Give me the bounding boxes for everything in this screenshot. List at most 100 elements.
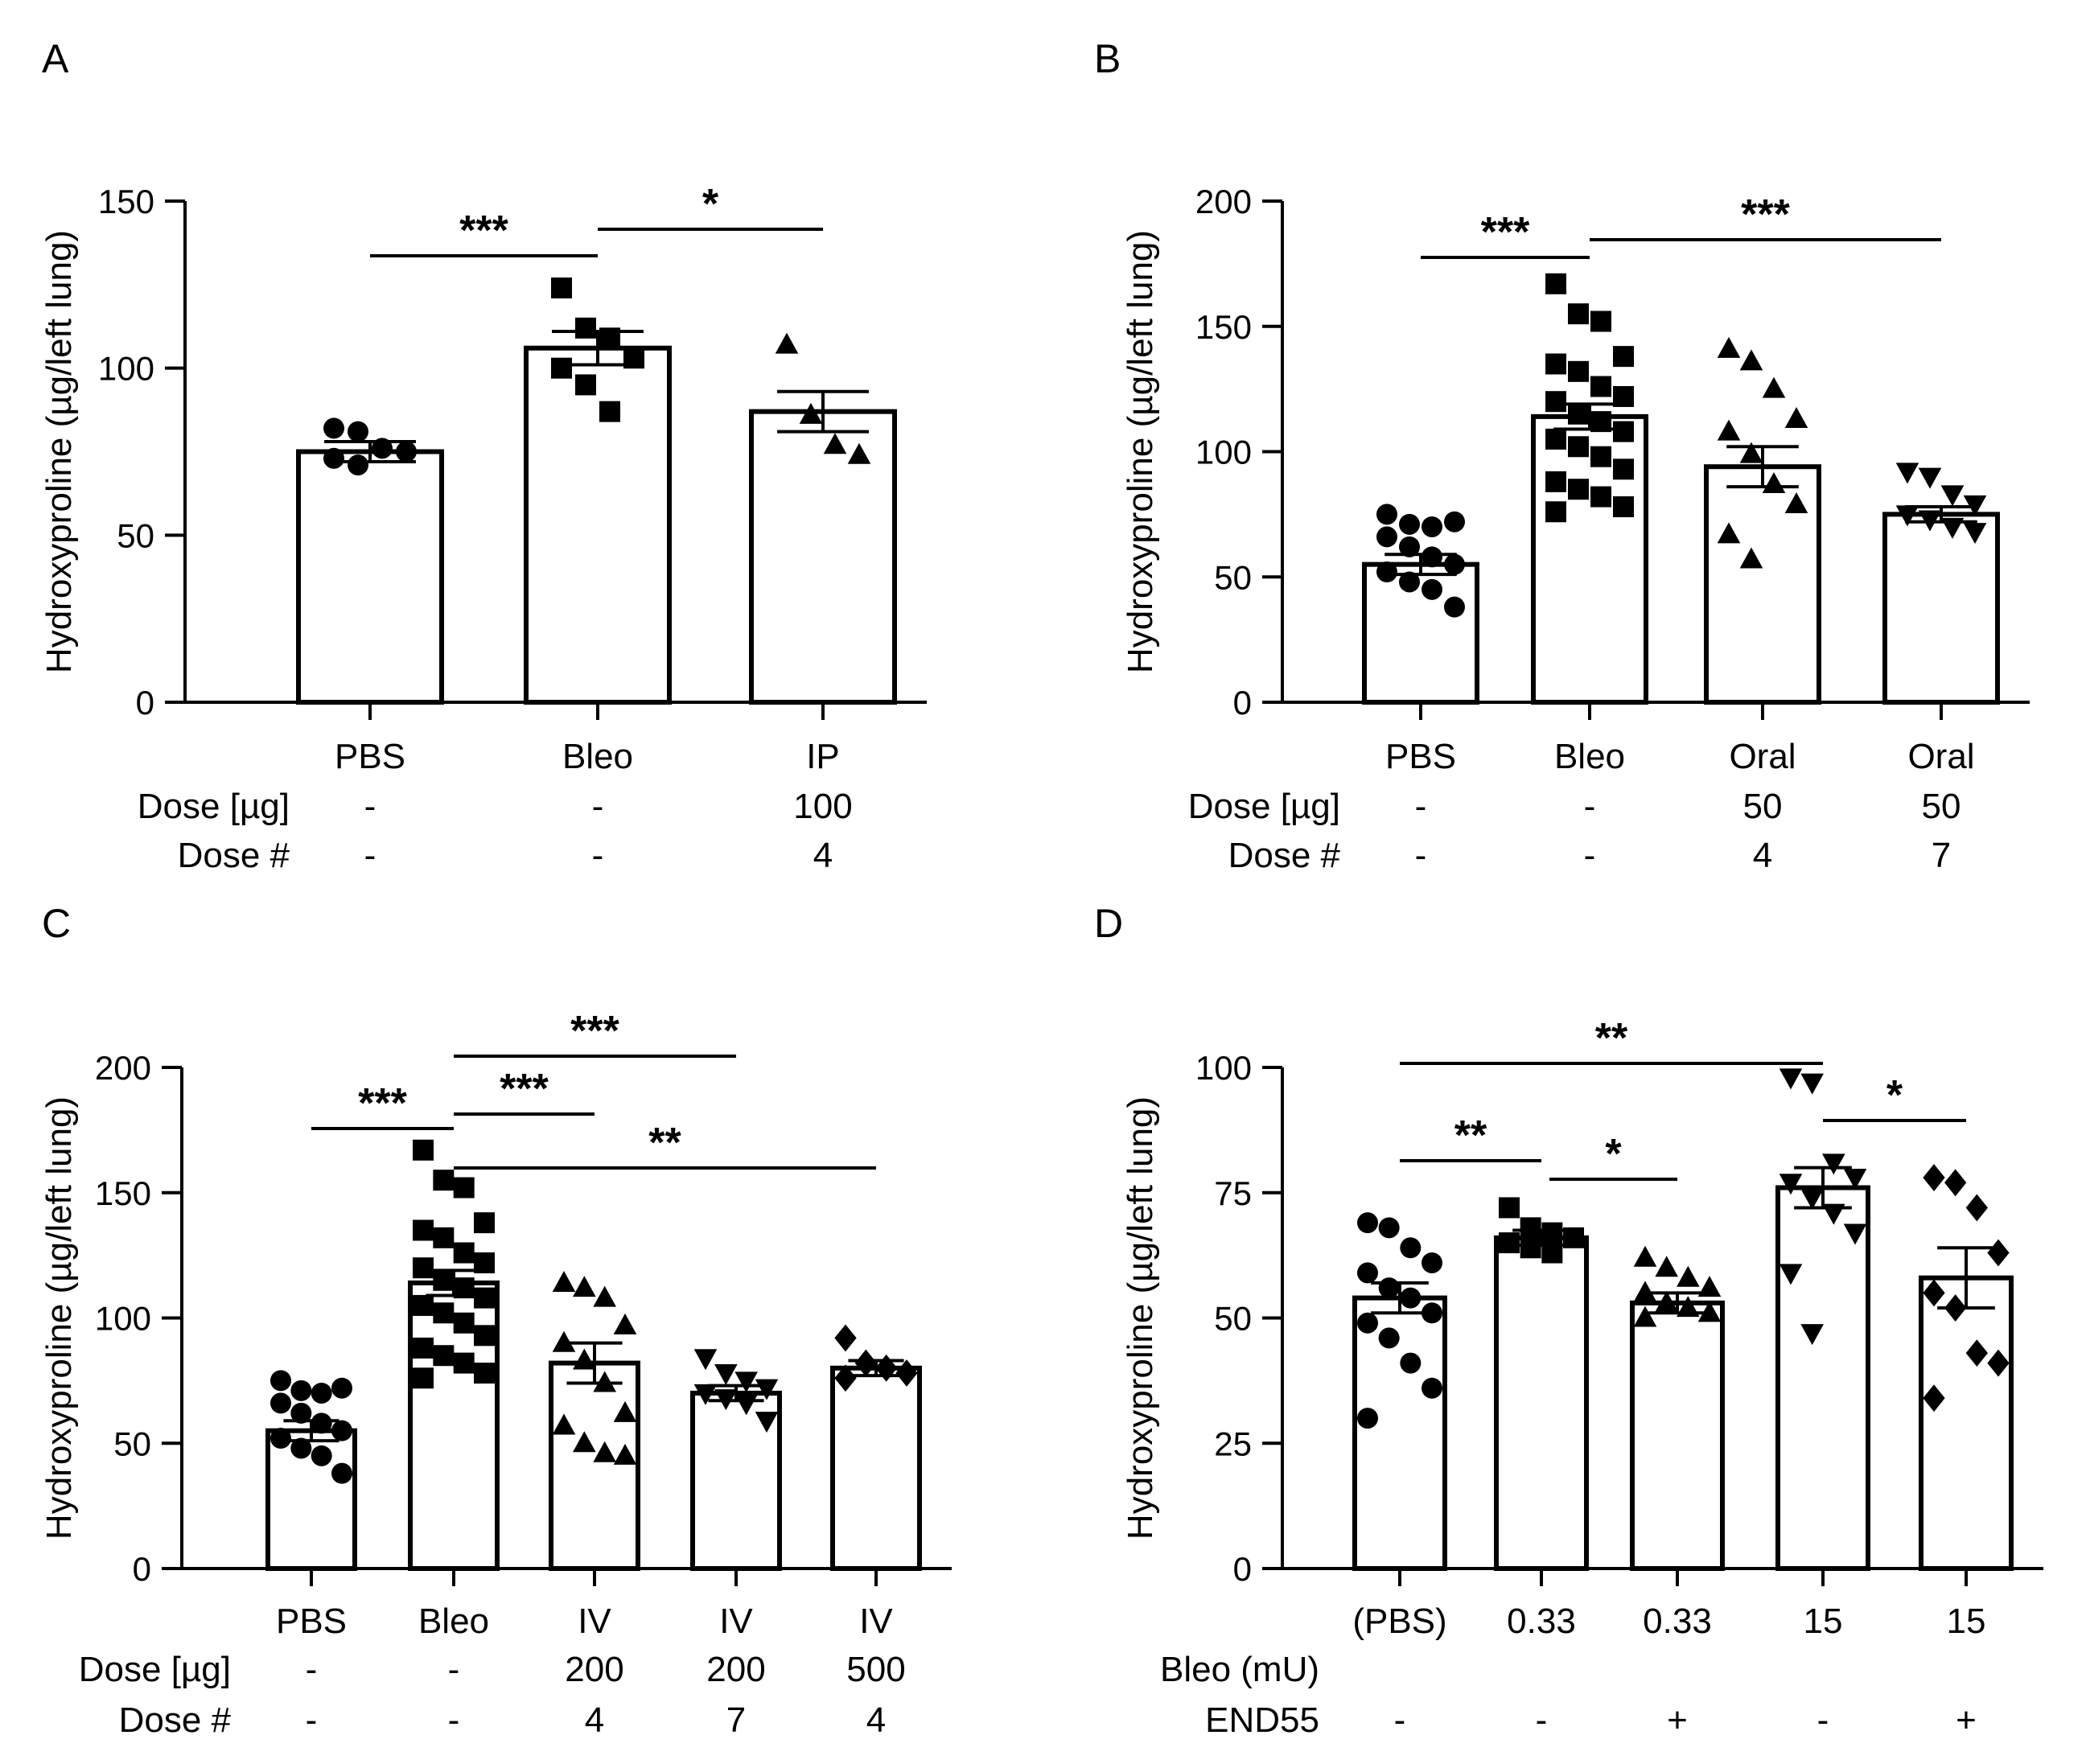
y-tick-label: 50 — [113, 1425, 151, 1462]
data-point — [474, 1252, 495, 1273]
bar — [265, 1428, 357, 1572]
row-1-value: - — [448, 1650, 460, 1689]
data-point — [348, 421, 368, 442]
data-point — [1520, 1237, 1541, 1259]
row-1-value: - — [306, 1650, 318, 1689]
data-point — [1987, 1349, 2010, 1377]
data-point — [413, 1367, 434, 1389]
data-point — [1613, 421, 1634, 442]
data-point — [1697, 1301, 1722, 1322]
data-point — [734, 1371, 758, 1393]
data-point — [1357, 1312, 1378, 1334]
data-point — [1762, 376, 1786, 398]
y-tick-label: 200 — [1195, 183, 1252, 220]
data-point — [453, 1177, 475, 1199]
data-point — [1613, 385, 1634, 407]
data-point — [396, 441, 417, 463]
data-point — [1568, 436, 1589, 458]
data-point — [623, 347, 644, 369]
x-tick-label: Oral — [1729, 737, 1796, 776]
row-1-value: - — [1415, 787, 1427, 826]
row-2-value: - — [592, 836, 604, 875]
data-point — [1677, 1296, 1700, 1318]
row-2-value: - — [1415, 836, 1427, 875]
data-point — [1399, 571, 1420, 593]
data-point — [1376, 561, 1397, 583]
y-axis-label: Hydroxyproline (µg/left lung) — [39, 1096, 79, 1540]
data-point — [834, 1324, 857, 1352]
row-2-value: 7 — [1932, 836, 1951, 875]
data-point — [474, 1325, 495, 1347]
x-tick-label: PBS — [1385, 737, 1456, 776]
row-1-value: 50 — [1743, 787, 1783, 826]
data-point — [1545, 353, 1566, 375]
data-point — [613, 1443, 637, 1465]
row-1-label: Dose [µg] — [138, 787, 290, 826]
data-point — [1613, 346, 1634, 368]
data-point — [575, 374, 596, 396]
data-point — [573, 1276, 596, 1297]
data-point — [1965, 1339, 1988, 1367]
data-point — [1376, 504, 1397, 525]
data-point — [1739, 547, 1763, 569]
data-point — [331, 1420, 352, 1441]
bar — [1630, 1300, 1725, 1572]
data-point — [1545, 428, 1566, 450]
data-point — [433, 1269, 455, 1291]
x-tick-label: IP — [806, 737, 840, 776]
data-point — [453, 1277, 475, 1299]
x-tick-label: Bleo — [562, 737, 633, 776]
data-point — [433, 1345, 455, 1367]
data-point — [453, 1312, 475, 1334]
data-point — [1563, 1227, 1584, 1248]
panel-letter: A — [42, 36, 69, 81]
panel-letter: C — [42, 901, 71, 946]
data-point — [1633, 1281, 1657, 1302]
data-point — [1590, 310, 1611, 332]
data-point — [755, 1412, 779, 1433]
data-point — [1944, 1294, 1967, 1322]
significance-label: *** — [1741, 191, 1790, 238]
data-point — [433, 1227, 455, 1248]
row-1-value: 200 — [706, 1650, 765, 1689]
data-point — [755, 1379, 779, 1400]
data-point — [1918, 467, 1942, 489]
row-1-value: 200 — [565, 1650, 623, 1689]
bar — [1362, 561, 1479, 705]
panel-a: A 0 50 100 150 Hydroxyproline (µg/left lung) P… — [39, 36, 927, 875]
row-1-value: - — [364, 787, 376, 826]
data-point — [1613, 496, 1634, 518]
data-point — [1568, 403, 1589, 425]
significance-label: *** — [1481, 209, 1530, 256]
data-point — [551, 357, 572, 379]
y-tick-label: 0 — [1233, 684, 1252, 722]
data-point — [613, 1400, 637, 1422]
data-point — [1520, 1217, 1541, 1239]
data-point — [1613, 458, 1634, 480]
data-point — [1422, 546, 1442, 568]
data-point — [1422, 1302, 1442, 1324]
data-point — [1400, 1287, 1422, 1309]
data-point — [270, 1370, 291, 1392]
data-point — [599, 327, 620, 349]
data-point — [1357, 1408, 1378, 1429]
y-tick-label: 100 — [1195, 434, 1252, 471]
data-point — [593, 1371, 616, 1392]
significance-label: *** — [459, 208, 508, 254]
data-point — [895, 1359, 918, 1387]
data-point — [1963, 523, 1987, 545]
data-point — [323, 447, 344, 469]
data-point — [413, 1219, 434, 1241]
y-tick-label: 0 — [1233, 1550, 1252, 1588]
data-point — [1779, 1264, 1803, 1285]
data-point — [1545, 501, 1566, 523]
data-point — [1357, 1262, 1378, 1284]
data-point — [1590, 376, 1611, 397]
data-point — [1677, 1265, 1700, 1287]
data-point — [1923, 1384, 1945, 1412]
data-point — [573, 1431, 596, 1453]
y-tick-label: 100 — [98, 350, 154, 388]
data-point — [1545, 471, 1566, 492]
data-point — [593, 1285, 616, 1307]
data-point — [453, 1352, 475, 1374]
